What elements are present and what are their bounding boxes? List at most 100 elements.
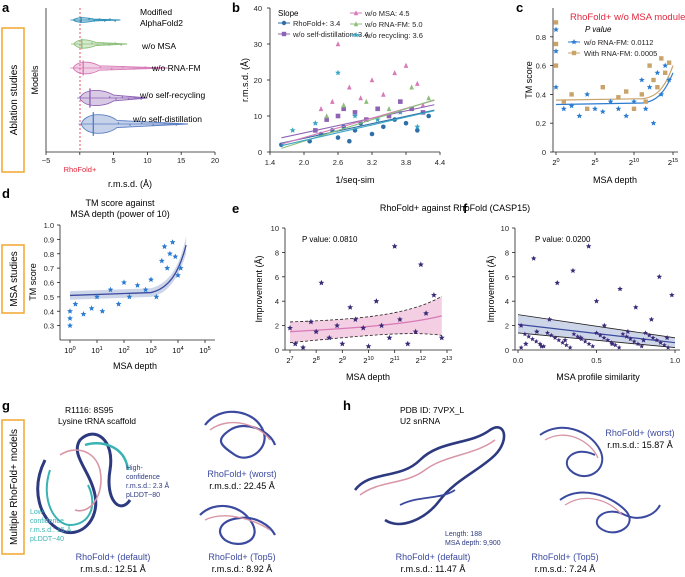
d-point bbox=[161, 243, 168, 250]
f-point-baseline bbox=[541, 343, 547, 349]
b-xtick-label: 2.0 bbox=[299, 158, 309, 167]
b-point-4 bbox=[289, 127, 296, 133]
violin-dot-1 bbox=[114, 42, 117, 44]
d-xtick-label: 103 bbox=[145, 346, 156, 355]
d-fit-band bbox=[70, 236, 187, 300]
b-point-1 bbox=[341, 106, 346, 112]
d-ytick-label: 0.6 bbox=[44, 279, 54, 288]
violin-dot-0 bbox=[109, 18, 111, 20]
c-point-1 bbox=[655, 85, 660, 90]
panel-h-structures: PDB ID: 7VPX_L U2 snRNA Length: 188 MSA … bbox=[353, 405, 675, 574]
c-point-1 bbox=[553, 20, 559, 25]
e-point bbox=[352, 316, 359, 322]
b-point-2 bbox=[318, 106, 324, 112]
b-point-1 bbox=[398, 99, 403, 104]
violin-dot-4 bbox=[175, 124, 178, 126]
e-point bbox=[391, 243, 398, 249]
a-tick-label: 10 bbox=[143, 156, 151, 165]
b-point-1 bbox=[335, 113, 341, 119]
f-annotation: P value: 0.0200 bbox=[535, 235, 591, 244]
f-point bbox=[656, 273, 663, 280]
b-point-1 bbox=[375, 106, 380, 112]
panel-label-g: g bbox=[2, 398, 10, 413]
c-ylabel: TM score bbox=[524, 61, 534, 99]
b-point-0 bbox=[415, 128, 420, 133]
a-tick-label: 5 bbox=[112, 156, 116, 165]
f-point-baseline bbox=[627, 336, 633, 342]
c-point-0 bbox=[666, 77, 672, 83]
b-point-1 bbox=[324, 117, 329, 122]
c-point-1 bbox=[553, 63, 559, 68]
b-point-3 bbox=[341, 102, 346, 108]
b-point-2 bbox=[415, 80, 420, 86]
panel-e-scatter: P value: 0.0810 27 28 29 210 211 212 213 0 2 4 6 8 1… bbox=[254, 224, 452, 382]
c-point-1 bbox=[663, 70, 668, 75]
side-label-multiple-text: Multiple RhoFold+ models bbox=[9, 429, 20, 545]
d-point bbox=[134, 282, 141, 288]
f-point-baseline bbox=[582, 338, 588, 344]
d-ytick-label: 0.9 bbox=[44, 235, 54, 244]
e-point bbox=[386, 334, 393, 341]
h-header-1: PDB ID: 7VPX_L bbox=[400, 405, 465, 415]
f-ytick-label: 0 bbox=[505, 346, 509, 355]
d-point bbox=[177, 265, 184, 271]
f-point-baseline bbox=[631, 338, 637, 344]
d-point bbox=[126, 293, 133, 300]
d-ytick-label: 0.5 bbox=[44, 293, 54, 302]
b-ytick-label: 10 bbox=[254, 112, 262, 121]
h-header-2: U2 snRNA bbox=[400, 416, 440, 426]
b-point-2 bbox=[403, 62, 409, 68]
e-point bbox=[308, 318, 314, 325]
side-label-msa: MSA studies bbox=[1, 244, 25, 314]
h-top5-rmsd: r.m.s.d.: 7.24 Å bbox=[535, 564, 596, 574]
b-point-2 bbox=[358, 95, 363, 101]
d-point bbox=[164, 265, 171, 271]
b-point-4 bbox=[312, 120, 319, 126]
c-ytick-label: 0 bbox=[542, 148, 546, 157]
e-ytick-label: 6 bbox=[275, 273, 279, 282]
g-default-rmsd: r.m.s.d.: 12.51 Å bbox=[80, 564, 146, 574]
f-ytick-label: 10 bbox=[501, 224, 509, 233]
f-point-baseline bbox=[571, 331, 577, 337]
b-ytick-label: 0 bbox=[258, 148, 262, 157]
e-point bbox=[339, 340, 346, 347]
panel-label-c: c bbox=[516, 0, 523, 15]
f-point bbox=[669, 292, 675, 298]
d-ytick-label: 0.3 bbox=[44, 322, 54, 331]
c-point-1 bbox=[651, 77, 656, 83]
f-point-baseline bbox=[530, 336, 535, 342]
b-xtick-label: 3.2 bbox=[367, 158, 377, 167]
c-legend-label: w/o RNA-FM: 0.0112 bbox=[583, 38, 653, 47]
f-ytick-label: 2 bbox=[505, 322, 509, 331]
h-worst-name: RhoFold+ (worst) bbox=[605, 428, 674, 438]
b-fit-4 bbox=[281, 110, 435, 147]
c-point-0 bbox=[599, 108, 606, 115]
f-ytick-label: 4 bbox=[505, 297, 509, 306]
c-point-1 bbox=[643, 99, 648, 104]
violin-dot-4 bbox=[117, 122, 120, 124]
b-xtick-label: 2.6 bbox=[333, 158, 343, 167]
h-rna-top5 bbox=[559, 491, 661, 534]
violin-dot-0 bbox=[103, 20, 106, 22]
e-point bbox=[300, 344, 306, 351]
violin-dot-0 bbox=[98, 18, 101, 20]
e-point bbox=[287, 324, 293, 331]
a-tick-label: 15 bbox=[177, 156, 185, 165]
violin-dot-4 bbox=[163, 122, 166, 124]
f-xtick-label: 1.0 bbox=[670, 356, 680, 365]
e-point bbox=[378, 322, 385, 329]
violin-dot-0 bbox=[93, 20, 96, 22]
b-point-3 bbox=[426, 95, 431, 101]
b-point-3 bbox=[364, 98, 369, 104]
e-ylabel: Improvement (Å) bbox=[254, 255, 264, 322]
b-xlabel: 1/seq-sim bbox=[335, 175, 374, 185]
side-label-msa-text: MSA studies bbox=[9, 251, 20, 307]
g-high-conf-1: High- bbox=[126, 465, 143, 472]
f-point-baseline bbox=[616, 345, 622, 350]
d-point bbox=[72, 301, 79, 307]
f-point bbox=[554, 280, 560, 286]
c-point-0 bbox=[654, 69, 661, 76]
f-point bbox=[585, 243, 592, 249]
c-xtick-label: 25 bbox=[591, 158, 598, 167]
violin-dot-2 bbox=[144, 66, 147, 68]
